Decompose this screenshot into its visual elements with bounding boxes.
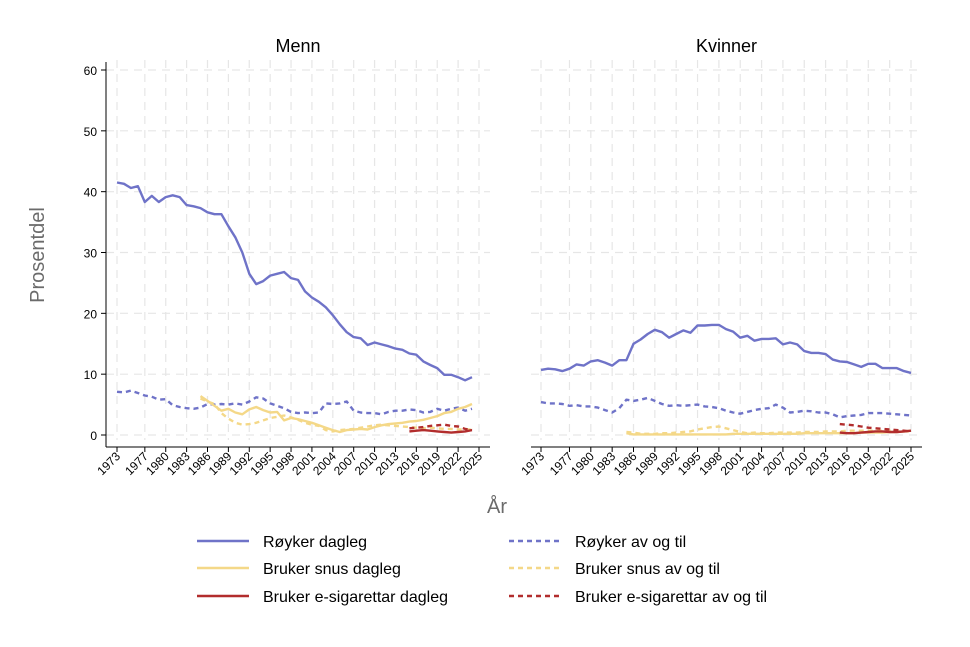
y-axis-title: Prosentdel bbox=[27, 207, 49, 303]
y-tick-label: 40 bbox=[84, 186, 98, 200]
legend-label-snusav: Bruker snus av og til bbox=[575, 561, 720, 578]
series-lines bbox=[540, 323, 912, 436]
x-tick-label: 1973 bbox=[94, 449, 123, 478]
series-lines bbox=[116, 181, 473, 434]
x-tick-label: 1973 bbox=[518, 449, 547, 478]
panel-title: Kvinner bbox=[696, 36, 757, 56]
y-tick-label: 50 bbox=[84, 125, 98, 139]
series-line-esigdag bbox=[839, 429, 912, 435]
gridlines bbox=[531, 60, 922, 440]
x-tick-label: 2025 bbox=[456, 449, 485, 478]
series-line-snusav bbox=[626, 425, 911, 435]
legend-label-roykav: Røyker av og til bbox=[575, 534, 686, 551]
series-line-roykdag bbox=[540, 323, 912, 375]
y-tick-label: 0 bbox=[90, 429, 97, 443]
legend-label-esigav: Bruker e-sigarettar av og til bbox=[575, 589, 767, 606]
gridlines bbox=[106, 60, 490, 440]
series-line-snusav bbox=[200, 397, 472, 433]
panel-title: Menn bbox=[275, 36, 320, 56]
legend: Røyker dagleg Bruker snus dagleg Bruker e-… bbox=[197, 534, 767, 606]
series-line-roykdag bbox=[116, 181, 473, 382]
series-line-esigav bbox=[409, 423, 473, 432]
x-axis-title: År bbox=[487, 495, 507, 518]
legend-label-esigdag: Bruker e-sigarettar dagleg bbox=[263, 589, 448, 606]
series-line-roykav bbox=[116, 389, 473, 416]
legend-label-roykdag: Røyker dagleg bbox=[263, 534, 367, 551]
series-line-esigav bbox=[839, 422, 912, 433]
y-tick-label: 30 bbox=[84, 247, 98, 261]
series-line-roykav bbox=[540, 396, 912, 419]
series-line-esigdag bbox=[409, 428, 473, 434]
x-tick-label: 2025 bbox=[888, 449, 917, 478]
y-tick-label: 20 bbox=[84, 307, 98, 321]
y-tick-label: 10 bbox=[84, 368, 98, 382]
y-tick-label: 60 bbox=[84, 64, 98, 78]
legend-label-snusdag: Bruker snus dagleg bbox=[263, 561, 401, 578]
